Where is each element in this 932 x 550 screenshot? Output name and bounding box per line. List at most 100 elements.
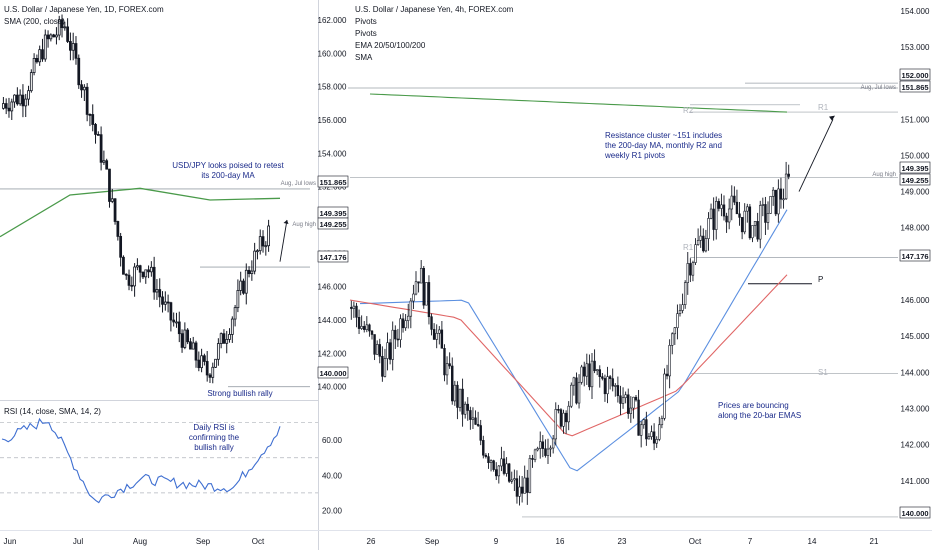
- chart-title: U.S. Dollar / Japanese Yen, 4h, FOREX.co…: [355, 5, 514, 14]
- candle: [267, 225, 270, 247]
- candle: [214, 358, 217, 368]
- candle: [665, 373, 669, 377]
- candle: [7, 107, 11, 112]
- candle: [144, 269, 148, 278]
- x-tick: Sep: [425, 537, 440, 546]
- candle: [43, 34, 47, 60]
- price-tag: [899, 249, 931, 262]
- rsi-line: [1, 417, 281, 504]
- annotation-retest: USD/JPY looks poised to retest: [172, 161, 284, 170]
- price-tick: 142.000: [318, 349, 347, 358]
- candle: [360, 326, 363, 329]
- candle: [570, 384, 573, 407]
- candle: [52, 34, 56, 38]
- candle: [466, 403, 469, 411]
- candle: [417, 281, 420, 284]
- candle: [71, 43, 75, 51]
- candle: [102, 160, 106, 163]
- price-tag-label: 140.000: [901, 509, 928, 518]
- candle: [91, 114, 95, 125]
- candle: [476, 424, 480, 426]
- price-tag-label: 149.395: [319, 209, 346, 218]
- candle: [759, 205, 762, 240]
- candle: [746, 206, 749, 212]
- candle: [650, 431, 653, 437]
- candle: [453, 384, 457, 402]
- candle: [784, 173, 788, 200]
- x-tick: Oct: [689, 537, 702, 546]
- candle: [562, 412, 565, 427]
- candle: [122, 256, 125, 275]
- candle: [124, 273, 128, 276]
- candle: [228, 334, 231, 340]
- candle: [116, 221, 120, 237]
- candle: [774, 189, 777, 215]
- candle: [225, 338, 229, 344]
- candle: [445, 363, 449, 376]
- candle: [585, 363, 589, 377]
- rsi-tick: 60.00: [322, 436, 343, 445]
- candle: [554, 409, 557, 440]
- price-tag: [899, 506, 931, 519]
- candle: [761, 204, 765, 206]
- candle: [46, 34, 50, 40]
- candle: [702, 235, 705, 252]
- candle: [183, 329, 187, 348]
- candle: [572, 377, 576, 386]
- candle: [85, 86, 89, 115]
- candle: [113, 198, 117, 222]
- candle: [388, 342, 392, 360]
- candle: [676, 313, 679, 329]
- candle: [233, 307, 237, 320]
- candle: [425, 282, 428, 306]
- candle: [163, 301, 167, 305]
- candle: [27, 90, 30, 100]
- rsi-tick: 20.00: [322, 506, 343, 515]
- arrow-line: [279, 219, 288, 262]
- candle: [753, 221, 757, 226]
- candle: [438, 329, 441, 334]
- annotation-rsi: bullish rally: [194, 443, 234, 452]
- x-tick: 14: [808, 537, 817, 546]
- candle: [21, 94, 25, 107]
- candle: [138, 265, 142, 273]
- candle: [386, 342, 389, 359]
- candle: [709, 208, 713, 219]
- candle: [161, 296, 164, 305]
- annotation-ema: along the 20-bar EMAS: [718, 411, 801, 420]
- candle: [105, 160, 109, 170]
- candle: [717, 201, 721, 209]
- candle: [546, 448, 550, 456]
- candle: [740, 217, 744, 233]
- candle: [239, 280, 243, 291]
- annotation-ema: Prices are bouncing: [718, 401, 789, 410]
- candle: [645, 419, 648, 440]
- x-tick: 21: [870, 537, 879, 546]
- candle: [564, 412, 568, 423]
- level-label: Aug, Jul lows: [861, 85, 896, 91]
- candle: [769, 196, 772, 214]
- candle: [515, 478, 519, 497]
- candle: [41, 49, 44, 60]
- price-tick: 153.000: [901, 43, 930, 52]
- x-tick: 9: [494, 537, 499, 546]
- candle: [624, 394, 627, 399]
- candle: [463, 403, 467, 415]
- candle: [13, 94, 16, 103]
- candle: [264, 245, 268, 248]
- candle: [479, 425, 482, 441]
- candle: [244, 269, 248, 294]
- price-tick: 145.000: [901, 332, 930, 341]
- candle: [88, 113, 92, 116]
- candle: [777, 188, 780, 215]
- candle: [743, 210, 746, 233]
- candle: [469, 410, 472, 420]
- candle: [208, 374, 212, 378]
- candle: [456, 384, 459, 408]
- price-tick: 143.000: [901, 404, 930, 413]
- candle: [29, 72, 33, 92]
- candle: [186, 329, 190, 343]
- candle: [194, 342, 198, 361]
- rsi-title: RSI (14, close, SMA, 14, 2): [4, 407, 101, 416]
- price-tick: 156.000: [318, 116, 347, 125]
